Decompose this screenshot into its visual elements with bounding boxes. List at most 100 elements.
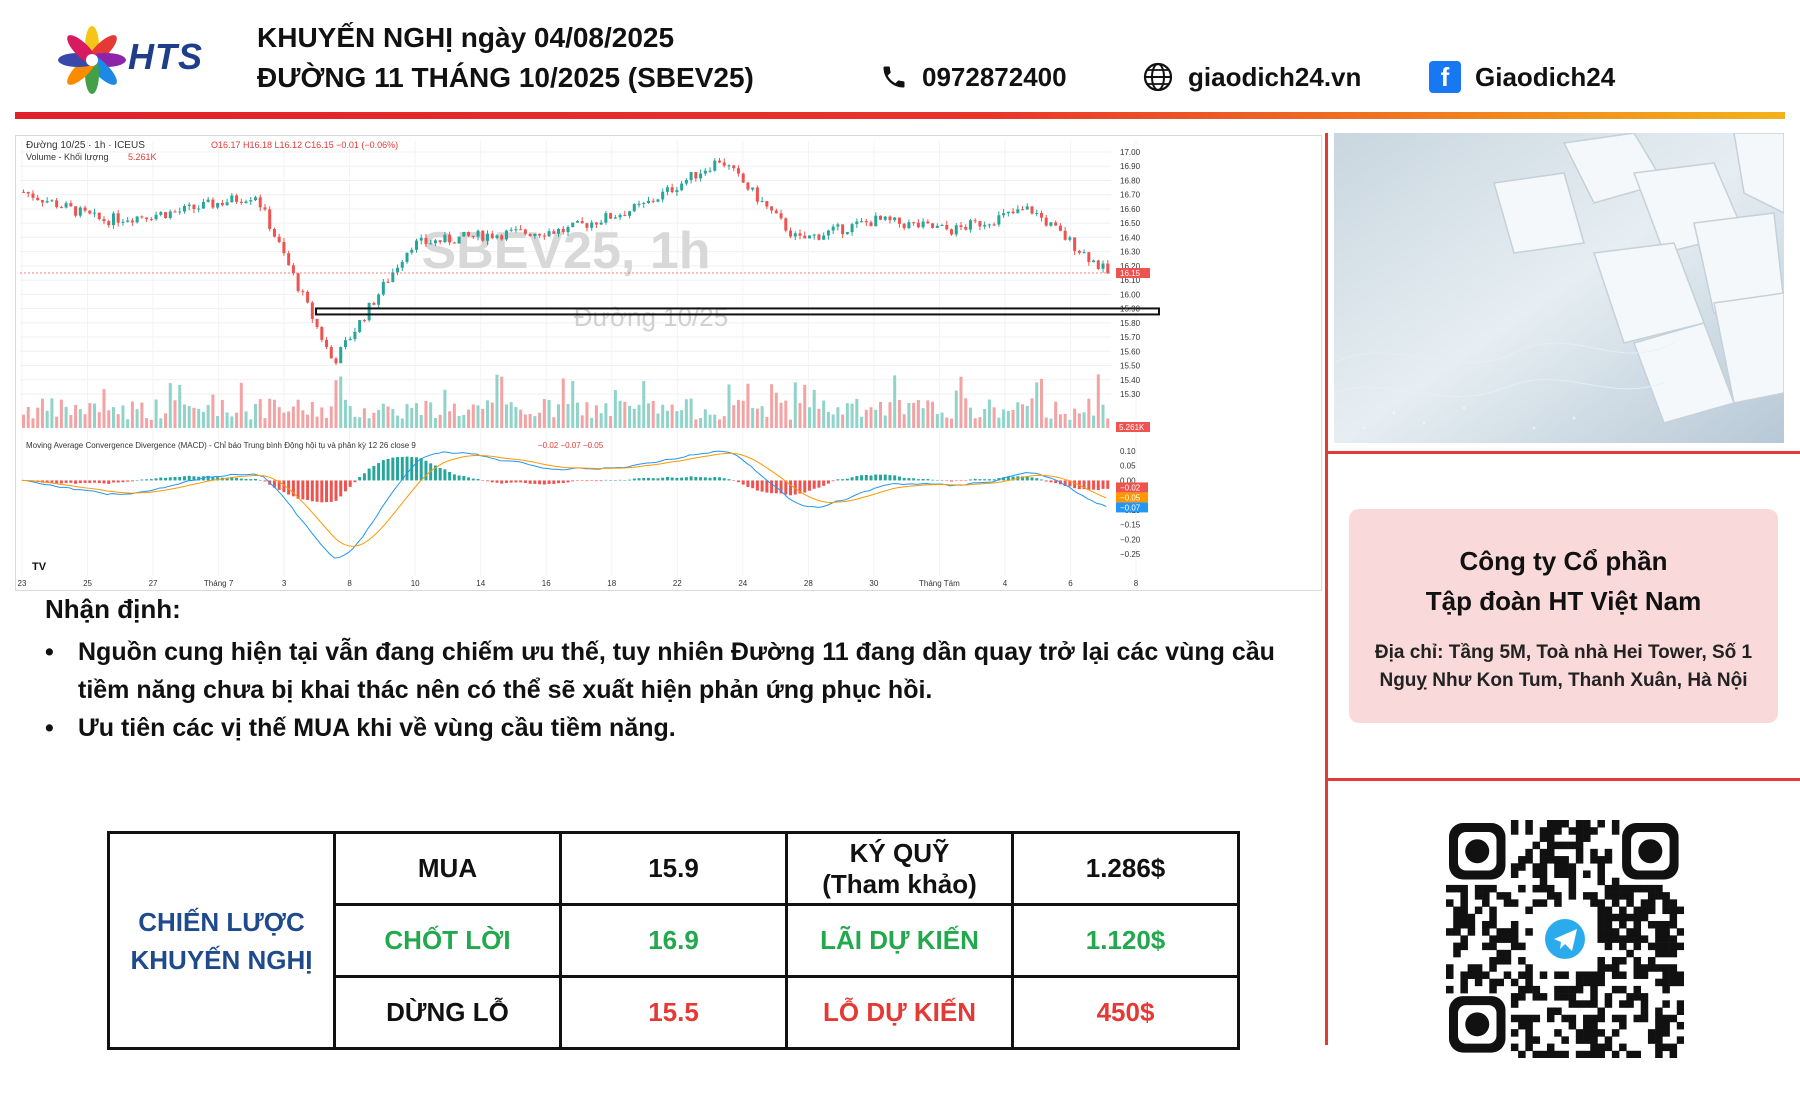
macd-tick-label: −0.15	[1120, 521, 1141, 530]
volume-bar	[414, 403, 418, 428]
candle-body	[727, 165, 731, 167]
strategy-table: CHIẾN LƯỢC KHUYẾN NGHỊ MUA 15.9 KÝ QUỸ (…	[107, 831, 1240, 1050]
candle-body	[1082, 252, 1086, 254]
volume-bar	[1058, 414, 1062, 428]
stop-loss-price: 15.5	[559, 975, 788, 1050]
macd-histogram-bar	[978, 479, 982, 481]
volume-bar	[178, 384, 182, 428]
volume-bar	[860, 416, 864, 428]
macd-histogram-bar	[893, 475, 897, 481]
volume-bar	[216, 415, 220, 428]
macd-histogram-bar	[216, 477, 220, 481]
macd-histogram-bar	[486, 480, 490, 482]
volume-bar	[116, 414, 120, 428]
price-tick-label: 16.50	[1120, 219, 1141, 228]
candle-body	[950, 229, 954, 235]
candle-body	[164, 212, 168, 218]
candle-body	[580, 221, 584, 224]
macd-histogram-bar	[78, 480, 82, 484]
macd-histogram-bar	[83, 480, 87, 483]
volume-bar	[1002, 409, 1006, 428]
volume-bar	[727, 384, 731, 428]
candle-body	[538, 233, 542, 236]
candle-body	[362, 320, 366, 322]
volume-bar	[585, 402, 589, 428]
macd-value-tag	[1116, 502, 1148, 513]
candle-body	[239, 201, 243, 203]
candle-body	[154, 214, 158, 220]
macd-histogram-bar	[372, 465, 376, 481]
candle-body	[272, 228, 276, 237]
buy-price: 15.9	[559, 831, 788, 906]
volume-bar	[22, 414, 25, 428]
phone-contact[interactable]: 0972872400	[880, 60, 1067, 94]
volume-bar	[623, 401, 627, 428]
candle-body	[1077, 250, 1081, 253]
candle-body	[860, 221, 864, 223]
volume-bar	[841, 414, 845, 428]
candle-body	[935, 225, 939, 228]
volume-bar	[121, 405, 125, 428]
macd-histogram-bar	[713, 477, 717, 481]
volume-bar	[760, 406, 764, 428]
volume-bar	[793, 382, 797, 428]
margin-label-line2: (Tham khảo)	[822, 868, 977, 899]
volume-bar	[182, 404, 186, 428]
macd-histogram-bar	[50, 480, 54, 483]
candle-body	[528, 233, 532, 237]
macd-histogram-bar	[1082, 480, 1086, 490]
volume-bar	[362, 408, 366, 428]
volume-bar	[26, 407, 30, 428]
facebook-contact[interactable]: f Giaodich24	[1429, 60, 1615, 94]
candle-body	[83, 207, 87, 211]
macd-histogram-bar	[670, 477, 674, 481]
volume-bar	[770, 384, 774, 428]
website-contact[interactable]: giaodich24.vn	[1142, 60, 1361, 94]
macd-histogram-bar	[661, 477, 665, 481]
volume-bar	[571, 380, 575, 428]
candle-body	[684, 179, 688, 184]
candle-body	[803, 235, 807, 239]
expected-profit-label: LÃI DỰ KIẾN	[785, 903, 1014, 978]
candle-body	[235, 195, 239, 202]
volume-bar	[609, 416, 613, 428]
macd-histogram-bar	[874, 474, 878, 481]
x-tick-label: 10	[411, 579, 420, 588]
macd-histogram-bar	[741, 480, 745, 485]
volume-bar	[381, 403, 385, 428]
strategy-label-line1: CHIẾN LƯỢC	[138, 906, 305, 937]
candle-body	[476, 230, 480, 237]
chart-watermark-sub: Đường 10/25	[574, 302, 728, 332]
candle-body	[708, 170, 712, 172]
volume-bar	[467, 409, 471, 428]
price-chart[interactable]: SBEV25, 1h Đường 10/25 Đường 10/25 · 1h …	[15, 135, 1322, 591]
volume-bar	[1087, 398, 1091, 428]
telegram-qr-code[interactable]	[1446, 820, 1685, 1059]
candle-body	[718, 160, 722, 163]
volume-bar	[263, 418, 267, 428]
volume-bar	[699, 417, 703, 428]
volume-bar	[154, 399, 158, 428]
volume-bar	[561, 378, 565, 428]
volume-bar	[500, 376, 504, 428]
candle-body	[130, 220, 134, 223]
volume-bar	[822, 400, 826, 428]
volume-bar	[306, 414, 310, 428]
volume-bar	[149, 419, 153, 428]
candle-body	[883, 216, 887, 220]
candle-body	[637, 203, 641, 205]
macd-histogram-bar	[97, 480, 101, 484]
volume-bar	[173, 400, 177, 428]
candle-body	[244, 201, 248, 203]
company-address-line1: Địa chỉ: Tầng 5M, Toà nhà Hei Tower, Số …	[1374, 642, 1753, 663]
volume-bar	[689, 398, 693, 428]
candle-body	[845, 232, 849, 235]
chart-ohlc: O16.17 H16.18 L16.12 C16.15 −0.01 (−0.06…	[211, 140, 398, 150]
macd-histogram-bar	[339, 480, 343, 497]
candle-body	[59, 207, 63, 209]
candle-body	[632, 204, 636, 212]
volume-bar	[97, 412, 101, 428]
macd-histogram-bar	[1073, 480, 1077, 489]
volume-bar	[751, 408, 755, 428]
macd-histogram-bar	[732, 480, 736, 481]
